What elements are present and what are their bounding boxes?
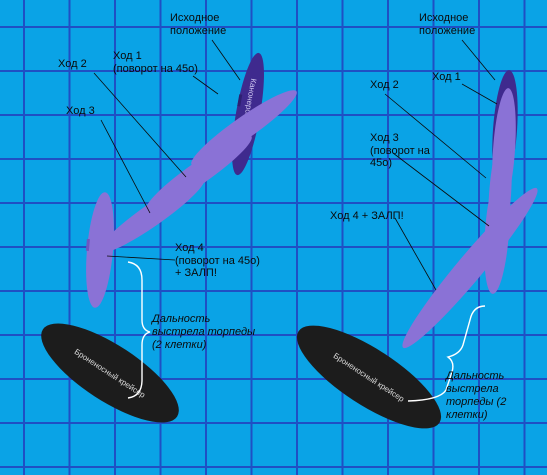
right-range-line1: Дальность (446, 370, 505, 382)
right-range-line4: клетки) (446, 409, 488, 421)
left-range-bracket (127, 261, 151, 399)
right-range-line2: выстрела (446, 383, 499, 395)
right-label-initial-line2: положение (419, 24, 476, 37)
left-gunboat-move3[interactable] (93, 169, 210, 260)
right-range-line3: торпеды (2 (446, 396, 507, 408)
left-range-line1: Дальность (152, 313, 211, 325)
left-label-move1-line1: Ход 1 (113, 50, 142, 62)
left-range-label: Дальность выстрела торпеды (2 клетки) (152, 313, 255, 352)
left-label-move4-line2: (поворот на 45о) (175, 254, 260, 267)
right-leader-lines (384, 39, 498, 291)
left-label-move1-line2: (поворот на 45о) (113, 62, 198, 75)
right-label-move3-line1: Ход 3 (370, 132, 399, 144)
left-label-initial-line2: положение (170, 24, 227, 37)
right-label-move3-line3: 45о) (370, 157, 393, 169)
right-label-move3-line2: (поворот на (370, 144, 430, 157)
right-gunboat-move4[interactable] (393, 180, 547, 356)
right-range-bracket (407, 305, 486, 402)
left-label-move4-line3: + ЗАЛП! (175, 267, 217, 279)
left-gunboat-move4[interactable] (81, 191, 118, 309)
right-label-move2: Ход 2 (370, 79, 399, 91)
right-label-move4: Ход 4 + ЗАЛП! (330, 210, 404, 222)
right-label-move3: Ход 3 (поворот на 45о) (370, 132, 430, 170)
left-label-initial-line1: Исходное (170, 12, 220, 24)
right-label-move1: Ход 1 (432, 71, 461, 83)
left-range-line2: выстрела торпеды (152, 326, 256, 338)
left-label-initial: Исходное положение (170, 12, 226, 37)
left-label-move4: Ход 4 (поворот на 45о) + ЗАЛП! (175, 242, 260, 280)
left-gunboat-move1[interactable] (185, 82, 302, 173)
right-label-initial: Исходное положение (419, 12, 475, 37)
left-label-move2: Ход 2 (58, 58, 87, 70)
left-label-move1: Ход 1 (поворот на 45о) (113, 50, 198, 75)
left-leader-lines (93, 39, 241, 261)
right-label-initial-line1: Исходное (419, 12, 469, 24)
left-label-move3: Ход 3 (66, 105, 95, 117)
left-label-move4-line1: Ход 4 (175, 242, 204, 254)
left-range-line3: (2 клетки) (152, 339, 207, 351)
right-range-label: Дальность выстрела торпеды (2 клетки) (446, 370, 506, 422)
